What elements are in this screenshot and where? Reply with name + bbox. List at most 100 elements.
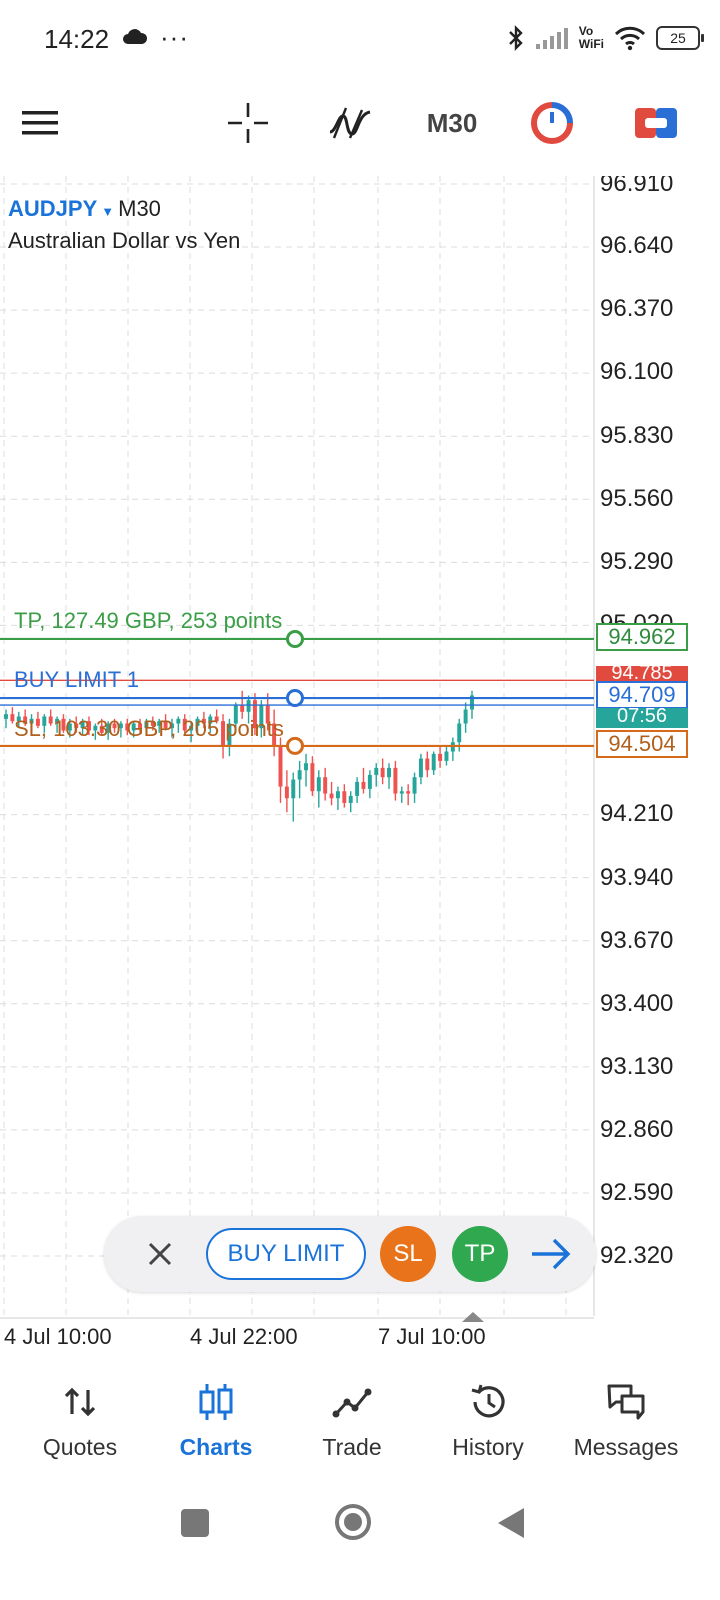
nav-messages[interactable]: Messages <box>556 1370 696 1490</box>
candle-body <box>374 767 379 775</box>
tp-line-label[interactable]: TP, 127.49 GBP, 253 points <box>14 608 283 633</box>
nav-quotes[interactable]: Quotes <box>10 1370 150 1490</box>
system-navigation-bar <box>0 1490 720 1600</box>
candle-body <box>208 716 213 724</box>
home-icon[interactable] <box>333 1502 373 1542</box>
candle-body <box>201 718 206 724</box>
candle <box>393 760 398 801</box>
symbol-header[interactable]: AUDJPY ▼ M30 <box>8 196 161 222</box>
candle <box>284 770 289 813</box>
candle-body <box>323 777 328 794</box>
candle-body <box>214 716 219 722</box>
crosshair-button[interactable] <box>222 80 274 166</box>
nav-trade[interactable]: Trade <box>282 1370 422 1490</box>
time-axis-label: 4 Jul 22:00 <box>190 1324 298 1349</box>
bluetooth-icon <box>508 25 523 51</box>
crosshair-icon <box>228 103 268 143</box>
bottom-navigation: Quotes Charts Trade History M <box>0 1370 720 1490</box>
candle <box>182 714 187 733</box>
candle <box>367 770 372 799</box>
back-icon[interactable] <box>496 1506 526 1540</box>
price-axis-label: 93.940 <box>600 864 674 891</box>
candle-body <box>310 763 315 792</box>
status-time: 14:22 <box>44 24 110 54</box>
vowifi-top: Vo <box>578 24 594 38</box>
candle-body <box>278 746 283 787</box>
candle-body <box>463 709 468 724</box>
price-axis-label: 92.860 <box>600 1116 674 1143</box>
candle <box>99 718 104 736</box>
candle-body <box>399 791 404 794</box>
nav-messages-label: Messages <box>573 1434 679 1460</box>
candle-body <box>457 723 462 743</box>
menu-button[interactable] <box>14 80 66 166</box>
buy-limit-button[interactable]: BUY LIMIT <box>206 1228 366 1280</box>
candle <box>214 709 219 724</box>
arrow-right-icon[interactable] <box>528 1234 576 1274</box>
candle <box>80 718 85 736</box>
candle <box>252 693 257 736</box>
indicators-button[interactable] <box>324 80 376 166</box>
candle-body <box>29 718 34 724</box>
close-icon[interactable] <box>142 1236 178 1272</box>
candle-body <box>93 725 98 731</box>
candle-body <box>35 718 40 726</box>
quotes-icon <box>64 1387 96 1417</box>
price-axis-label: 96.370 <box>600 295 674 322</box>
candle <box>4 709 8 729</box>
candle <box>23 709 28 726</box>
buy-limit-line-label[interactable]: BUY LIMIT 1 <box>14 667 140 692</box>
candle-body <box>406 791 411 794</box>
candle <box>125 718 130 736</box>
candle-body <box>169 723 174 729</box>
candle-body <box>157 721 162 726</box>
price-axis-label: 96.640 <box>600 232 674 259</box>
candle-body <box>48 716 53 724</box>
price-axis-label: 95.560 <box>600 485 674 512</box>
candle <box>67 718 72 738</box>
candle <box>87 716 91 736</box>
candle <box>29 714 34 731</box>
sl-line-label[interactable]: SL, 103.30 GBP, 205 points <box>14 716 284 741</box>
battery-icon: 25 <box>656 26 704 50</box>
candle-body <box>4 714 8 719</box>
recents-icon[interactable] <box>180 1508 210 1538</box>
status-bar: 14:22 ··· Vo WiFi 25 <box>0 0 720 78</box>
chart-area[interactable]: AUDJPY ▼ M30 Australian Dollar vs Yen 96.9… <box>0 176 720 1326</box>
candle-body <box>355 781 360 796</box>
one-click-trading-button[interactable] <box>526 80 578 166</box>
candle <box>93 723 98 740</box>
candle <box>221 714 226 759</box>
price-axis-label: 94.210 <box>600 800 674 827</box>
order-action-bar: BUY LIMIT SL TP <box>104 1216 596 1292</box>
candle <box>374 763 379 787</box>
toggle-panel-button[interactable] <box>630 80 682 166</box>
tp-button[interactable]: TP <box>452 1226 508 1282</box>
candle <box>361 767 366 794</box>
nav-history[interactable]: History <box>418 1370 558 1490</box>
nav-charts[interactable]: Charts <box>146 1370 286 1490</box>
candle-body <box>252 700 257 729</box>
candle <box>176 716 181 733</box>
candlestick-chart[interactable] <box>0 176 720 1326</box>
symbol-name[interactable]: AUDJPY <box>8 196 98 221</box>
symbol-timeframe: M30 <box>118 196 161 221</box>
trade-icon <box>332 1388 372 1418</box>
candle <box>112 718 117 733</box>
candle-body <box>393 767 398 794</box>
candle-body <box>138 723 143 729</box>
nav-charts-label: Charts <box>179 1434 253 1460</box>
candle <box>10 707 15 724</box>
candles <box>4 690 474 822</box>
nav-quotes-label: Quotes <box>42 1434 118 1460</box>
sl-button[interactable]: SL <box>380 1226 436 1282</box>
scroll-handle-icon[interactable] <box>462 1310 484 1322</box>
timeframe-button[interactable]: M30 <box>426 107 478 138</box>
symbol-dropdown-icon[interactable]: ▼ <box>101 204 115 219</box>
candle <box>118 721 123 738</box>
candle-body <box>259 704 264 729</box>
candle-body <box>316 777 321 792</box>
tp-drag-handle <box>286 629 304 648</box>
candle <box>208 714 213 733</box>
candle-body <box>61 718 66 731</box>
